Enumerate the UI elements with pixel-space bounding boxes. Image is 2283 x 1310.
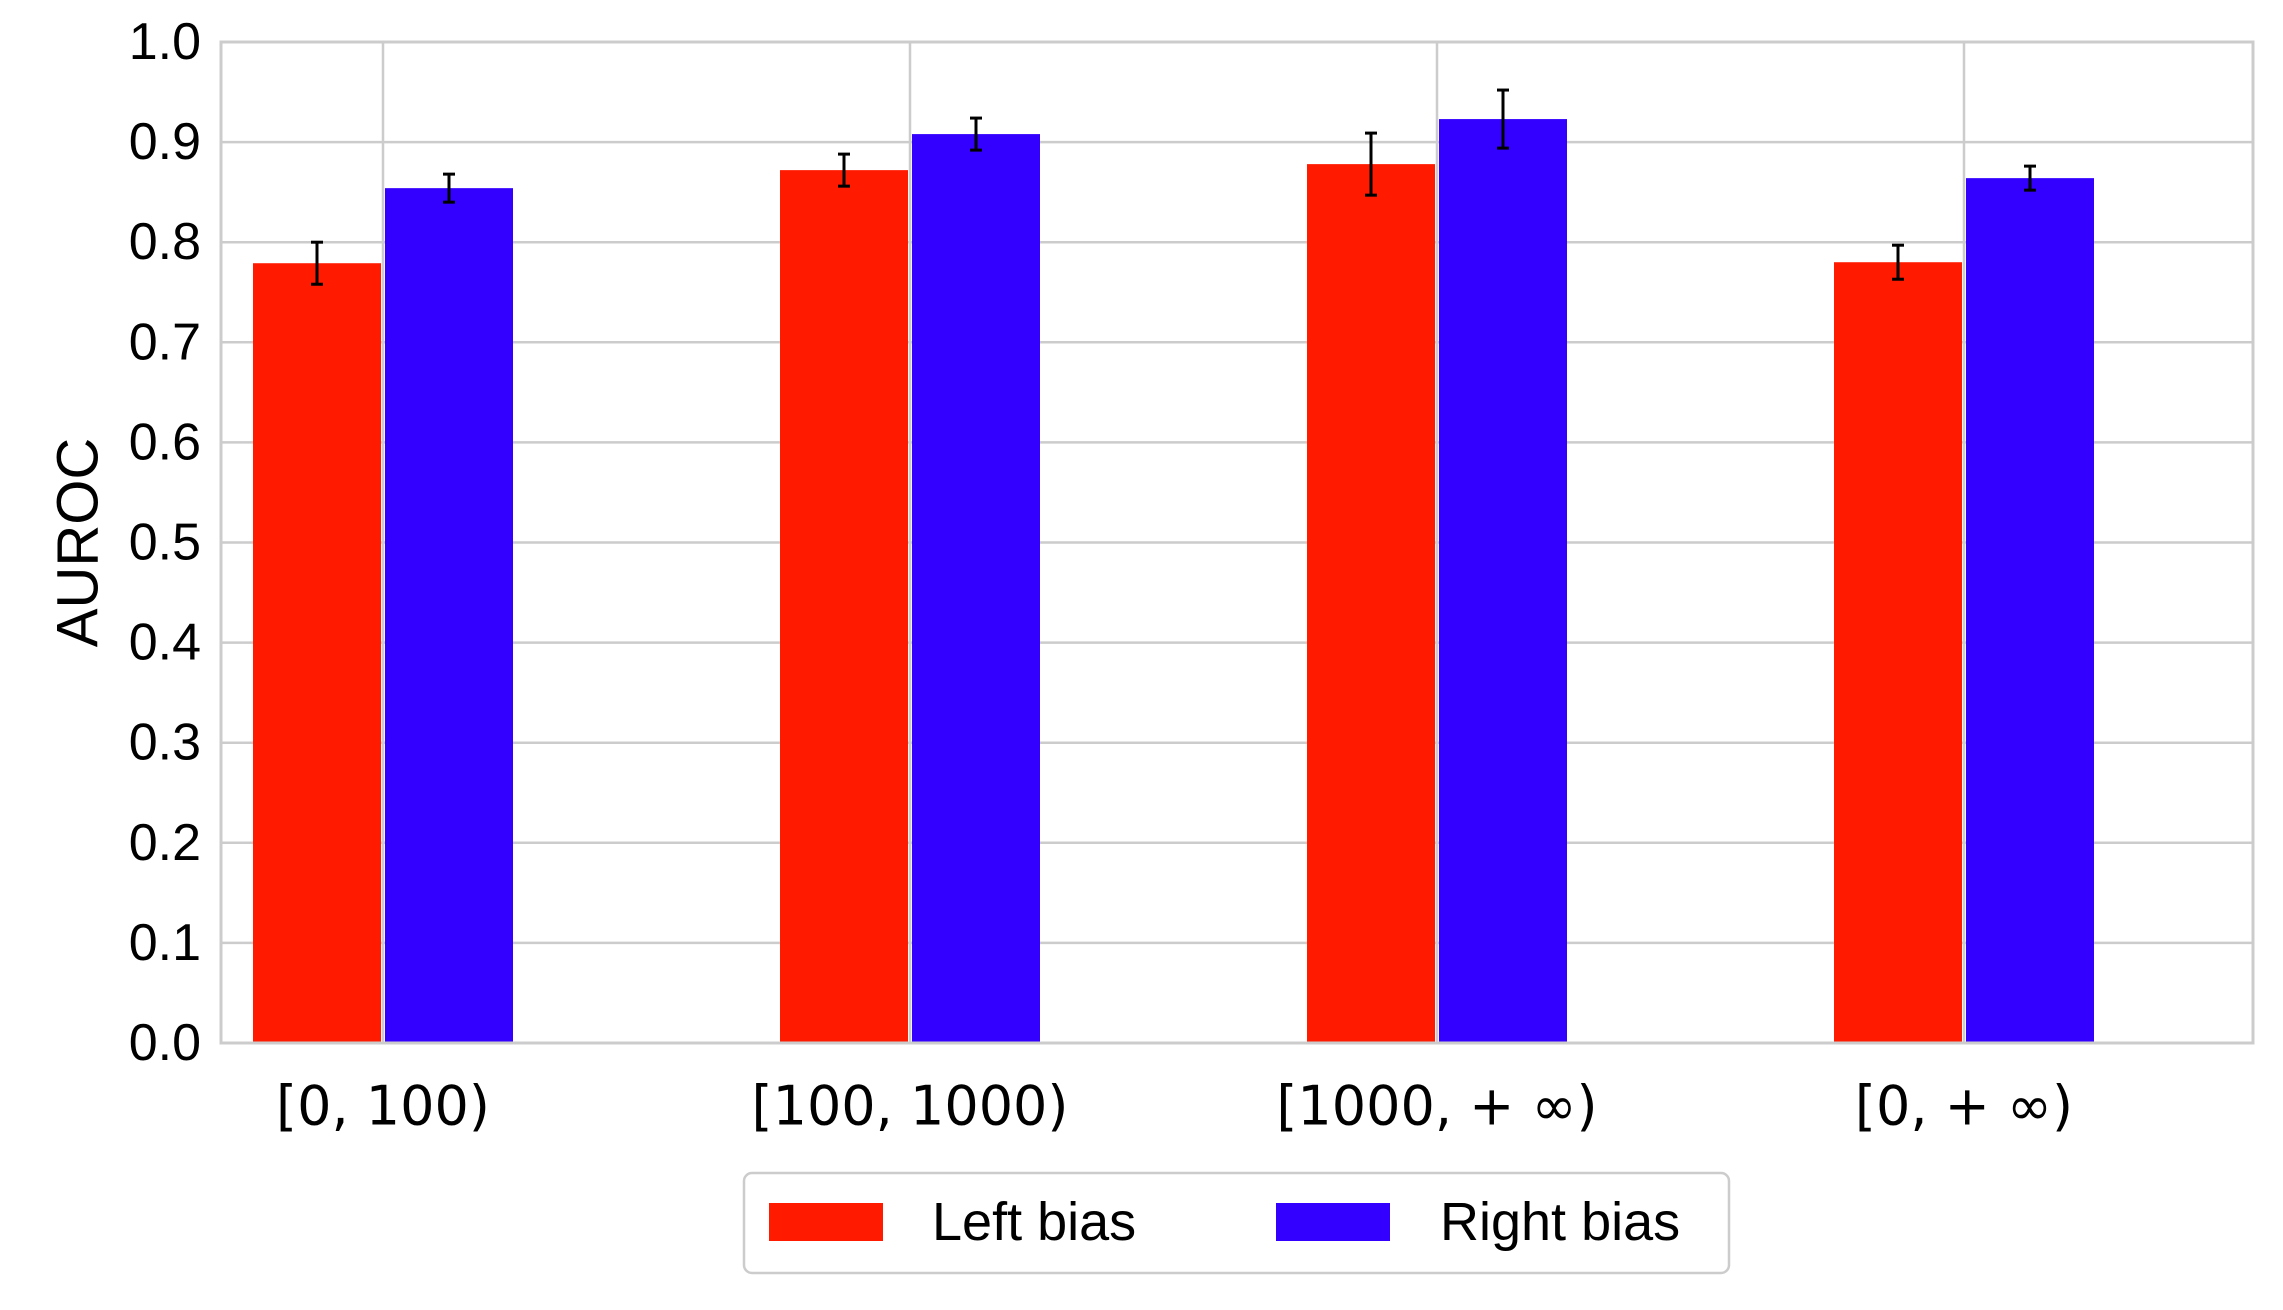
y-tick-label: 0.0 [129, 1014, 201, 1072]
x-tick-label: [0, 100) [276, 1075, 490, 1138]
bars [253, 119, 2094, 1044]
legend-swatch [769, 1203, 883, 1241]
legend-box [742, 1171, 1731, 1275]
x-tick-label: [100, 1000) [752, 1075, 1069, 1138]
y-tick-label: 0.3 [129, 714, 201, 772]
y-tick-label: 0.6 [129, 413, 201, 471]
error-bars [311, 88, 2036, 286]
y-tick-label: 0.1 [129, 914, 201, 972]
legend-swatch [1276, 1203, 1390, 1241]
y-tick-label: 0.4 [129, 614, 201, 672]
y-tick-label: 0.7 [129, 313, 201, 371]
legend-label: Left bias [932, 1192, 1136, 1252]
bar-right-bias [1439, 119, 1567, 1043]
bar-right-bias [912, 134, 1040, 1044]
x-axis-ticks: [0, 100) [100, 1000) [1000, + ∞) [0, + ∞) [276, 1075, 2073, 1138]
x-tick-label: [0, + ∞) [1855, 1075, 2073, 1138]
y-tick-label: 0.2 [129, 814, 201, 872]
legend: Left bias Right bias [742, 1171, 1731, 1275]
y-tick-label: 0.8 [129, 213, 201, 271]
y-axis-ticks: 0.0 0.1 0.2 0.3 0.4 0.5 0.6 0.7 0.8 0.9 1.0 [129, 13, 201, 1072]
bar-right-bias [1966, 178, 2094, 1044]
bar-right-bias [385, 188, 513, 1043]
legend-label: Right bias [1440, 1192, 1680, 1252]
bar-left-bias [780, 170, 908, 1044]
bar-left-bias [1307, 164, 1435, 1043]
y-tick-label: 0.9 [129, 113, 201, 171]
y-axis-label: AUROC [46, 438, 111, 647]
bar-left-bias [253, 263, 381, 1043]
y-tick-label: 1.0 [129, 13, 201, 71]
y-tick-label: 0.5 [129, 514, 201, 572]
x-tick-label: [1000, + ∞) [1276, 1075, 1597, 1138]
bar-left-bias [1834, 262, 1962, 1044]
plot-frame [219, 40, 2255, 1045]
